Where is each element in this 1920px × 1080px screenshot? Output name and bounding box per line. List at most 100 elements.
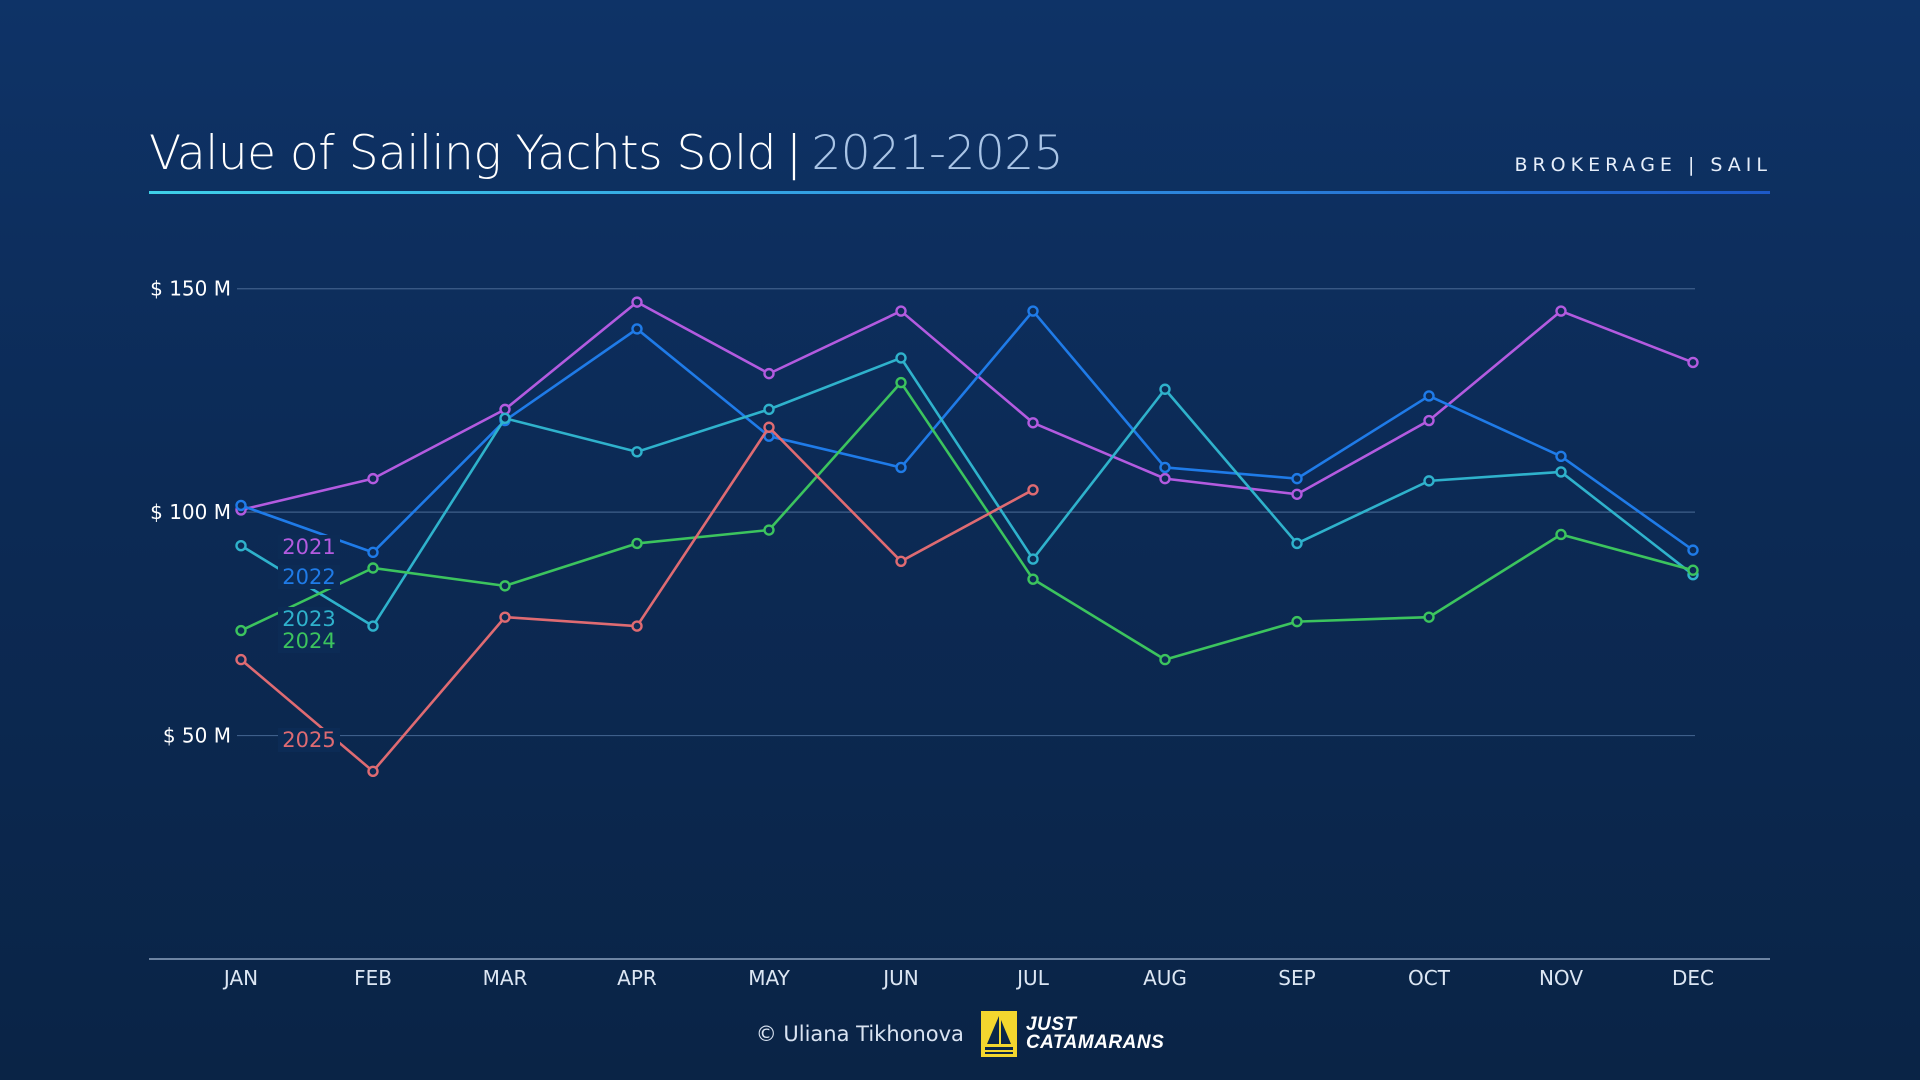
data-point-2023 xyxy=(367,620,379,632)
data-point-2022 xyxy=(1555,450,1567,462)
series-line-2022 xyxy=(240,309,1694,554)
data-point-2023 xyxy=(1159,383,1171,395)
data-point-2022 xyxy=(1027,305,1039,317)
footer: © Uliana Tikhonova JUST CATAMARANS xyxy=(0,1010,1920,1058)
data-point-2021 xyxy=(499,403,511,416)
series-line-2021 xyxy=(240,300,1694,512)
x-tick-label: MAR xyxy=(483,966,528,990)
x-tick-label: NOV xyxy=(1539,966,1583,990)
sailboat-logo-icon xyxy=(980,1011,1017,1057)
data-point-2024 xyxy=(1423,611,1435,623)
data-point-2023 xyxy=(895,352,907,364)
y-tick-label: $ 150 M xyxy=(150,277,231,301)
data-point-2023 xyxy=(235,539,247,552)
data-point-2024 xyxy=(235,624,247,637)
data-point-2022 xyxy=(1291,472,1303,485)
just-catamarans-logo: JUST CATAMARANS xyxy=(980,1010,1164,1058)
data-point-2024 xyxy=(1159,653,1171,666)
chart-title-years: 2021-2025 xyxy=(811,126,1064,181)
x-axis-labels: JAN FEB MAR APR MAY JUN JUL AUG SEP OCT NOV DEC xyxy=(222,966,1714,990)
chart-title: Value of Sailing Yachts Sold | 2021-2025 xyxy=(149,126,1064,181)
data-point-2022 xyxy=(367,546,379,559)
x-tick-label: FEB xyxy=(354,966,392,990)
data-point-2023 xyxy=(763,403,775,416)
data-point-2021 xyxy=(1687,356,1699,369)
series-label-2025: 2025 xyxy=(282,728,335,752)
data-point-2021 xyxy=(1159,472,1171,485)
data-point-2021 xyxy=(1027,417,1039,429)
x-tick-label: OCT xyxy=(1408,966,1451,990)
data-point-2021 xyxy=(1555,305,1567,317)
data-point-2025 xyxy=(367,765,379,778)
data-point-2022 xyxy=(1159,461,1171,474)
x-tick-label: MAY xyxy=(748,966,790,990)
data-point-2022 xyxy=(631,323,643,335)
data-point-2025 xyxy=(631,620,643,632)
data-point-2024 xyxy=(367,562,379,574)
series-label-bg xyxy=(278,607,340,631)
logo-line-1: JUST xyxy=(1025,1014,1077,1035)
data-point-2021 xyxy=(895,305,907,317)
title-underline xyxy=(149,191,1770,194)
data-point-2024 xyxy=(499,580,511,592)
series-line-2025 xyxy=(240,425,1034,773)
series-label-bg xyxy=(278,629,340,653)
x-tick-label: JUL xyxy=(1015,966,1050,990)
logo-wordmark: JUST CATAMARANS xyxy=(1025,1014,1165,1053)
series-label-bg xyxy=(278,535,340,559)
series-label-2023: 2023 xyxy=(282,607,335,631)
series-line-2023 xyxy=(240,356,1694,628)
series-lines xyxy=(235,296,1699,778)
data-point-2024 xyxy=(1555,528,1567,541)
copyright-credit: © Uliana Tikhonova xyxy=(755,1022,964,1046)
data-point-2024 xyxy=(1291,615,1303,628)
data-point-2022 xyxy=(895,461,907,474)
gridlines xyxy=(237,288,1695,737)
data-point-2025 xyxy=(763,421,775,433)
data-point-2025 xyxy=(235,653,247,666)
series-label-2024: 2024 xyxy=(282,629,335,653)
data-point-2021 xyxy=(367,472,379,485)
x-tick-label: APR xyxy=(617,966,657,990)
data-point-2023 xyxy=(1027,553,1039,565)
data-point-2023 xyxy=(1291,537,1303,550)
data-point-2024 xyxy=(763,524,775,536)
logo-line-2: CATAMARANS xyxy=(1025,1032,1165,1053)
x-tick-label: JUN xyxy=(881,966,919,990)
chart-title-main: Value of Sailing Yachts Sold xyxy=(149,126,777,181)
data-point-2024 xyxy=(895,376,907,389)
data-point-2023 xyxy=(631,446,643,458)
y-axis-labels: $ 50 M $ 100 M $ 150 M xyxy=(150,277,231,748)
series-label-2021: 2021 xyxy=(282,535,335,559)
data-point-2025 xyxy=(499,611,511,623)
chart-title-separator: | xyxy=(786,126,802,181)
data-point-2024 xyxy=(631,537,643,550)
data-point-2023 xyxy=(1555,466,1567,478)
x-tick-label: DEC xyxy=(1672,966,1714,990)
x-tick-label: AUG xyxy=(1143,966,1187,990)
x-tick-label: SEP xyxy=(1278,966,1315,990)
data-point-2025 xyxy=(1027,484,1039,496)
data-point-2023 xyxy=(499,412,511,425)
data-point-2025 xyxy=(895,555,907,567)
x-tick-label: JAN xyxy=(222,966,258,990)
data-point-2022 xyxy=(1423,390,1435,402)
y-tick-label: $ 50 M xyxy=(163,724,231,748)
series-label-2022: 2022 xyxy=(282,565,335,589)
data-point-2023 xyxy=(1423,475,1435,487)
data-point-2021 xyxy=(631,296,643,308)
data-point-2021 xyxy=(1291,488,1303,500)
series-label-bg xyxy=(278,565,340,589)
y-tick-label: $ 100 M xyxy=(150,500,231,524)
data-point-2021 xyxy=(1423,414,1435,427)
data-point-2021 xyxy=(763,367,775,380)
data-point-2024 xyxy=(1687,564,1699,576)
category-kicker: BROKERAGE | SAIL xyxy=(1514,154,1772,176)
series-label-bg xyxy=(278,728,340,752)
data-point-2022 xyxy=(1687,544,1699,556)
data-point-2022 xyxy=(235,499,247,512)
data-point-2024 xyxy=(1027,573,1039,585)
series-line-2024 xyxy=(240,381,1694,661)
